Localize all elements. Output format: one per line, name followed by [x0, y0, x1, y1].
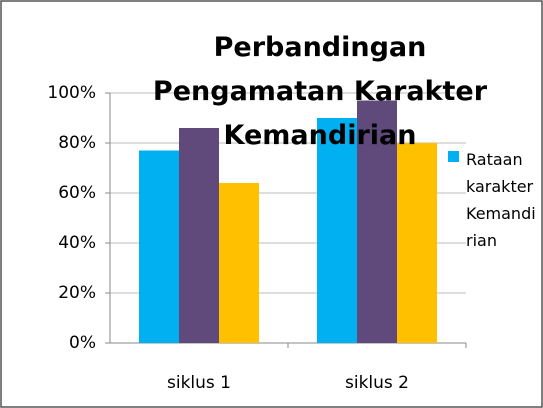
legend-label: Rataan karakter Kemandirian [466, 150, 536, 250]
x-tick-label: siklus 1 [167, 373, 231, 393]
bar [357, 100, 397, 343]
bar [139, 150, 179, 343]
y-tick-label: 100% [47, 83, 96, 103]
y-tick-label: 0% [69, 333, 96, 353]
legend-swatch [448, 151, 459, 162]
bar [219, 183, 259, 343]
y-tick-label: 80% [58, 133, 96, 153]
x-tick-label: siklus 2 [345, 373, 409, 393]
bar [317, 118, 357, 343]
bar [179, 128, 219, 343]
y-tick-label: 60% [58, 183, 96, 203]
chart-title: Perbandingan Pengamatan Karakter Kemandi… [152, 32, 488, 151]
y-tick-label: 40% [58, 233, 96, 253]
bar [397, 143, 437, 343]
y-tick-label: 20% [58, 283, 96, 303]
